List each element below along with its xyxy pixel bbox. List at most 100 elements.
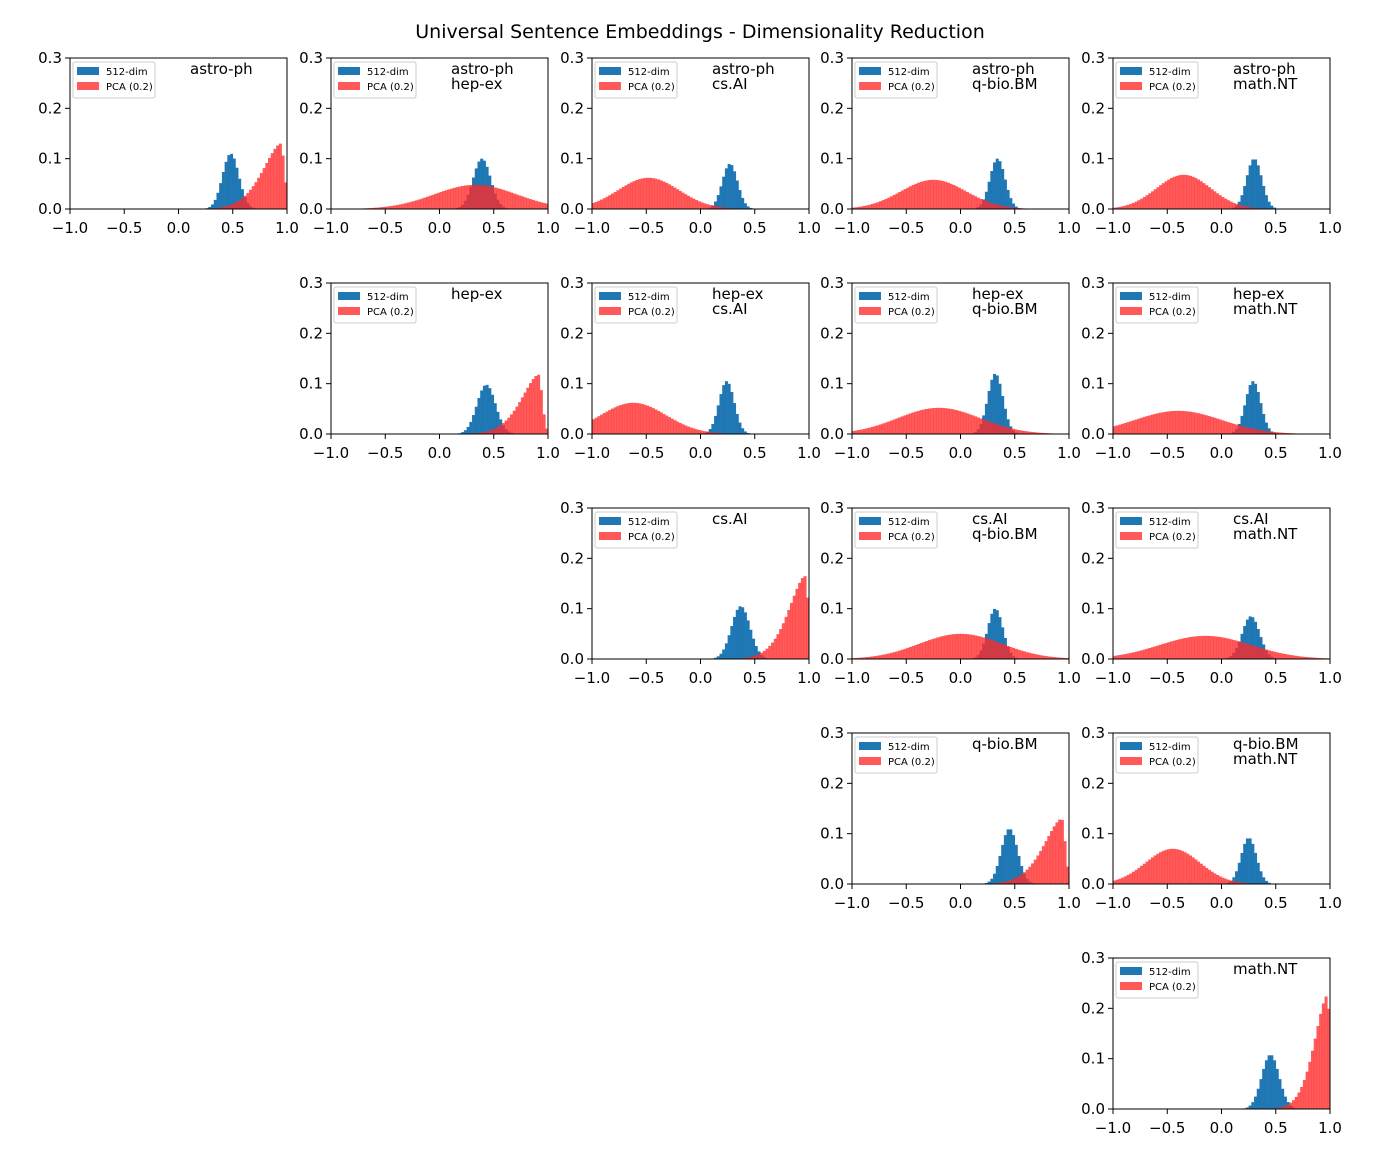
y-tick-label: 0.1	[820, 600, 844, 618]
histogram-bar	[670, 185, 674, 209]
histogram-bar	[1278, 1079, 1282, 1109]
x-tick-label: 1.0	[1318, 894, 1342, 912]
subplot-2-4: 0.0 0.1 0.2 0.3 −1.0 −0.5 0.0 0.5 1.0 512-dim PCA …	[1081, 499, 1342, 687]
histogram-bars	[455, 374, 549, 434]
histogram-bar	[659, 412, 663, 434]
histogram-bar	[1259, 175, 1263, 209]
histogram-bar	[1126, 874, 1130, 884]
histogram-bar	[1006, 419, 1010, 434]
histogram-bar	[738, 422, 742, 434]
histogram-bar	[1006, 646, 1010, 659]
histogram-bar	[925, 641, 929, 659]
histogram-bar	[876, 202, 880, 209]
histogram-bar	[1259, 430, 1263, 434]
histogram-bar	[501, 189, 505, 209]
histogram-bar	[1305, 657, 1309, 659]
histogram-bar	[221, 172, 225, 209]
histogram-bar	[1256, 629, 1260, 659]
histogram-bar	[539, 390, 543, 434]
histogram-bars	[1113, 159, 1279, 209]
histogram-bar	[1262, 185, 1266, 209]
histogram-bar	[963, 412, 967, 434]
histogram-bar	[752, 638, 756, 659]
histogram-bar	[681, 192, 685, 209]
series-512-dim	[1240, 1055, 1301, 1109]
histogram-bar	[1145, 195, 1149, 209]
histogram-bar	[995, 204, 999, 209]
y-tick-label: 0.0	[1081, 650, 1105, 668]
y-tick-label: 0.0	[820, 875, 844, 893]
histogram-bar	[1012, 879, 1016, 884]
x-tick-label: −0.5	[888, 894, 924, 912]
histogram-bar	[1164, 643, 1168, 659]
subplot-0-1: 0.0 0.1 0.2 0.3 −1.0 −0.5 0.0 0.5 1.0 512-dim PCA …	[299, 49, 560, 237]
histogram-bar	[1324, 996, 1328, 1109]
histogram-bar	[616, 190, 620, 209]
x-tick-label: −1.0	[1095, 894, 1131, 912]
histogram-bar	[1060, 820, 1064, 884]
histogram-bar	[482, 431, 486, 434]
histogram-bar	[974, 635, 978, 659]
histogram-bar	[1131, 652, 1135, 659]
histogram-bar	[1267, 650, 1271, 659]
histogram-bar	[474, 184, 478, 209]
x-tick-label: −1.0	[1095, 219, 1131, 237]
histogram-bar	[678, 190, 682, 209]
histogram-bar	[927, 408, 931, 434]
histogram-bar	[491, 186, 495, 209]
y-tick-label: 0.3	[1081, 274, 1105, 292]
histogram-bar	[428, 195, 432, 209]
x-tick-label: 0.0	[689, 669, 713, 687]
panel-label: math.NT	[1233, 525, 1298, 543]
histogram-bar	[1240, 195, 1244, 209]
histogram-bar	[249, 189, 253, 209]
series-pca	[592, 177, 745, 209]
y-tick-label: 0.2	[560, 99, 584, 117]
histogram-bar	[727, 383, 731, 434]
y-tick-label: 0.1	[299, 375, 323, 393]
panel-label: astro-ph	[1233, 60, 1296, 78]
histogram-bar	[982, 200, 986, 209]
histogram-bar	[852, 430, 856, 434]
legend: 512-dim PCA (0.2)	[1115, 961, 1199, 999]
histogram-bar	[1131, 420, 1135, 434]
histogram-bar	[724, 207, 728, 209]
histogram-bar	[1113, 880, 1117, 884]
histogram-bar	[963, 190, 967, 209]
histogram-bar	[1134, 419, 1138, 434]
histogram-bar	[1159, 852, 1163, 884]
x-tick-label: −1.0	[574, 669, 610, 687]
y-tick-label: 0.0	[560, 425, 584, 443]
histogram-bar	[1134, 201, 1138, 209]
histogram-bar	[1243, 206, 1247, 209]
histogram-bar	[971, 194, 975, 209]
x-tick-label: 0.0	[1210, 219, 1234, 237]
y-tick-label: 0.2	[1081, 999, 1105, 1017]
histogram-bar	[1232, 202, 1236, 209]
histogram-bar	[733, 616, 737, 659]
histogram-bar	[643, 404, 647, 434]
histogram-bar	[1131, 871, 1135, 884]
histogram-bars	[1240, 996, 1331, 1109]
histogram-bar	[1134, 651, 1138, 659]
histogram-bar	[1308, 1061, 1312, 1109]
histogram-bar	[1153, 413, 1157, 434]
histogram-bar	[695, 200, 699, 209]
histogram-bar	[670, 418, 674, 434]
histogram-bar	[1142, 863, 1146, 884]
histogram-bars	[852, 373, 1067, 434]
histogram-bar	[1259, 648, 1263, 659]
histogram-bar	[488, 186, 492, 209]
histogram-bar	[1118, 655, 1122, 659]
histogram-bar	[930, 408, 934, 434]
panel-label: cs.AI	[972, 510, 1008, 528]
histogram-bar	[1224, 198, 1228, 209]
histogram-bar	[743, 203, 747, 209]
histogram-bar	[892, 194, 896, 209]
histogram-bar	[1009, 207, 1013, 209]
x-tick-label: 1.0	[1318, 444, 1342, 462]
histogram-bar	[1270, 651, 1274, 659]
histogram-bar	[936, 180, 940, 209]
histogram-bar	[762, 650, 766, 659]
histogram-bar	[545, 203, 549, 209]
